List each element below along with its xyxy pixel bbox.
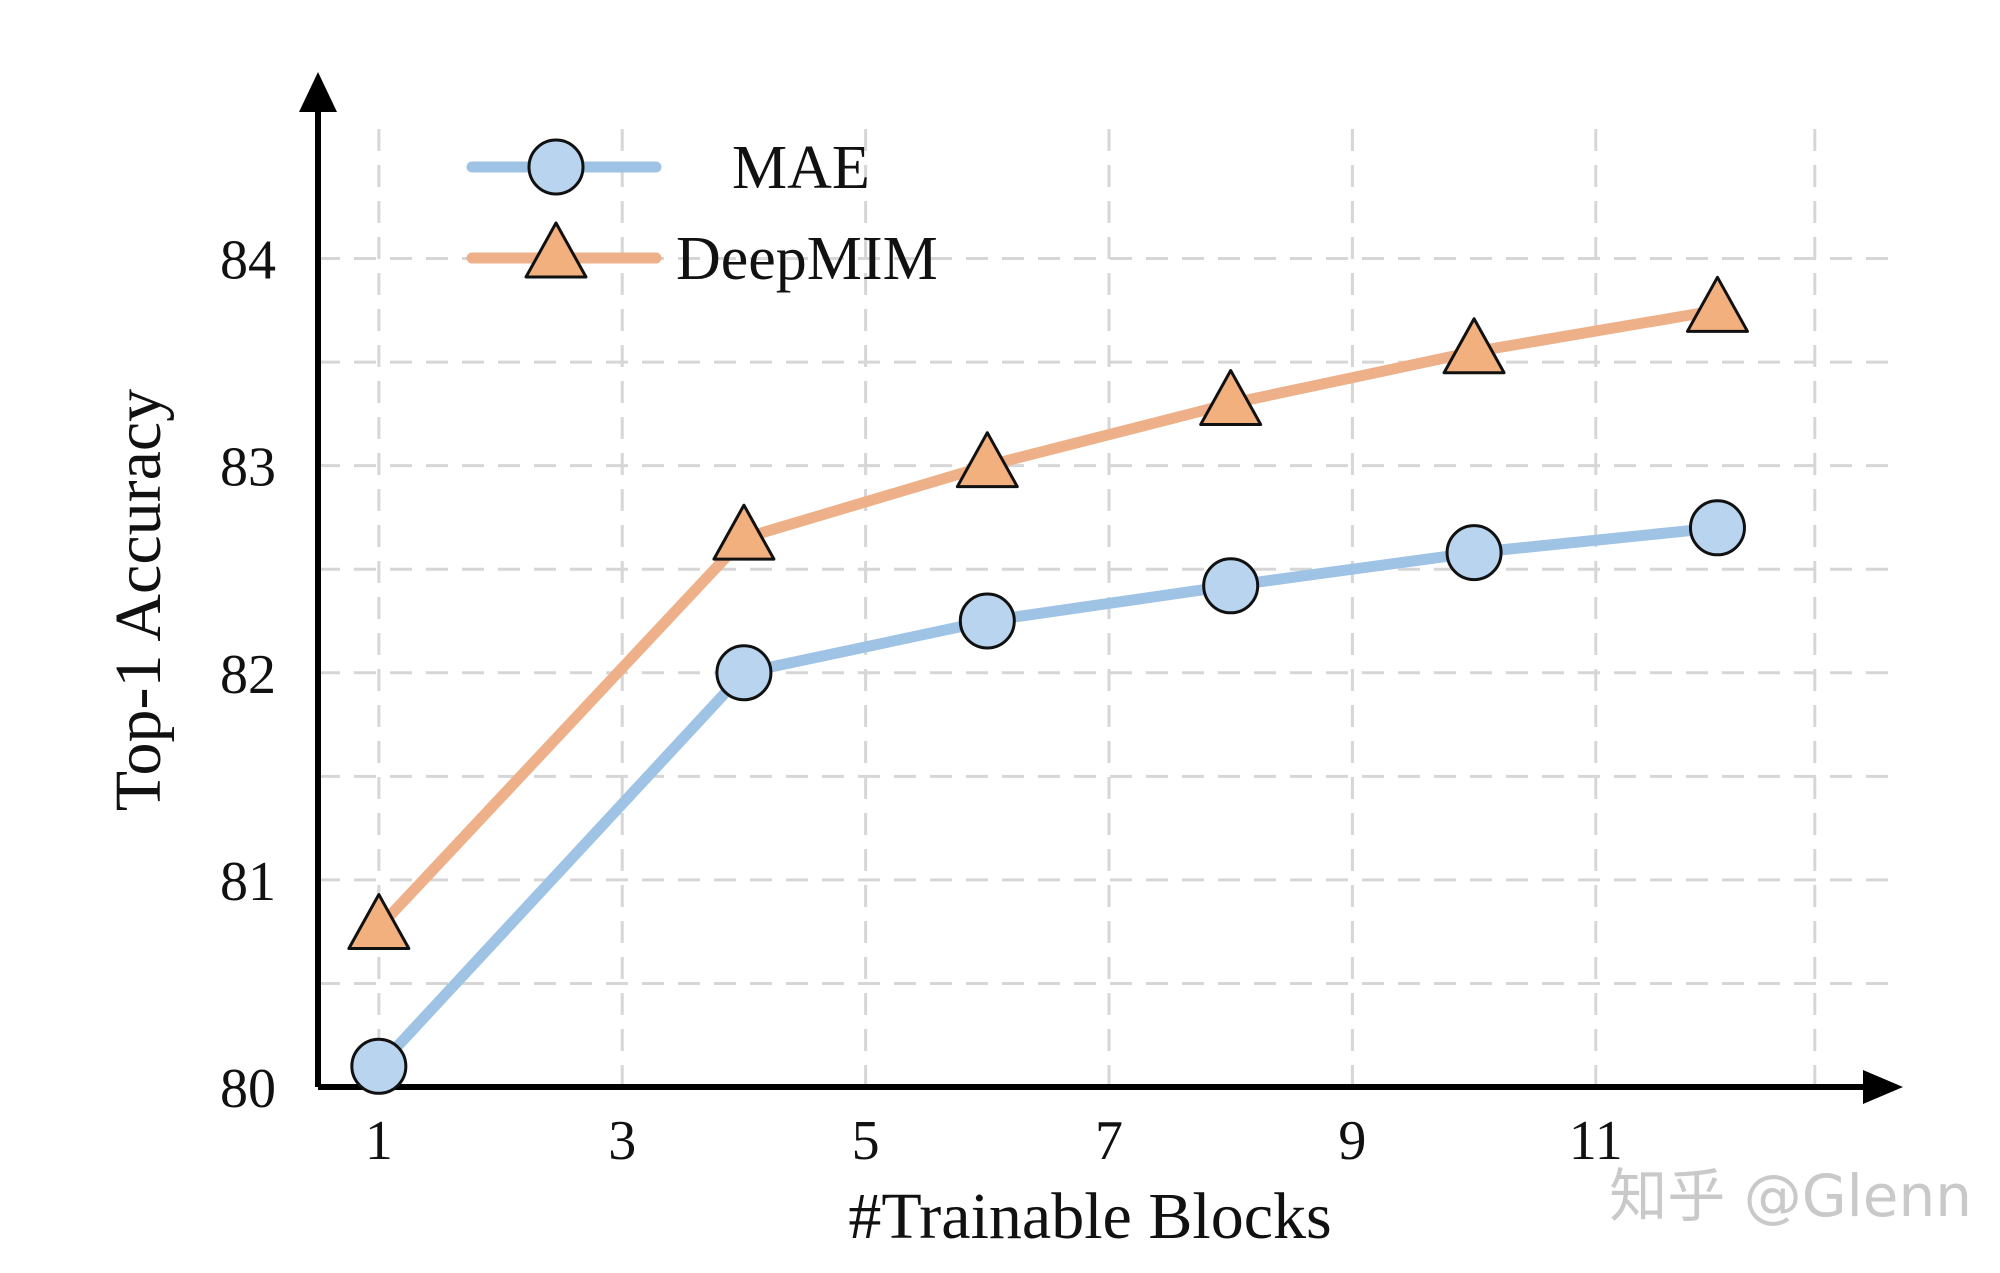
x-tick-label: 1 [365, 1110, 393, 1172]
x-tick-label: 11 [1569, 1110, 1623, 1172]
axes [299, 72, 1903, 1104]
x-axis-arrow [1863, 1070, 1903, 1104]
legend-marker-deepmim [524, 221, 588, 279]
data-point-mae [715, 644, 773, 702]
series-line-mae [373, 522, 1723, 1072]
legend-label-mae: MAE [732, 134, 870, 202]
data-point-mae [958, 592, 1016, 650]
y-tick-label: 83 [220, 437, 276, 499]
x-tick-label: 3 [608, 1110, 636, 1172]
x-tick-label: 7 [1095, 1110, 1123, 1172]
data-point-deepmim [1442, 317, 1506, 375]
tick-labels: 1 3 5 7 9 11 80 81 82 83 84 [220, 230, 1623, 1172]
series-markers [347, 275, 1749, 1095]
data-point-mae [1202, 557, 1260, 615]
data-point-deepmim [712, 503, 776, 561]
legend: MAE DeepMIM [466, 134, 938, 293]
data-point-deepmim [955, 431, 1019, 489]
y-tick-label: 81 [220, 851, 276, 913]
y-tick-label: 84 [220, 230, 276, 292]
y-tick-label: 80 [220, 1058, 276, 1120]
legend-label-deepmim: DeepMIM [676, 225, 938, 293]
data-point-deepmim [347, 893, 411, 951]
y-axis-title: Top-1 Accuracy [102, 389, 175, 811]
y-axis-arrow [299, 72, 337, 112]
legend-marker-mae [527, 138, 585, 196]
series-lines [373, 304, 1723, 1072]
watermark: 知乎 @Glenn [1609, 1162, 1972, 1230]
data-point-deepmim [1199, 369, 1263, 427]
data-point-deepmim [1685, 275, 1749, 333]
x-tick-label: 5 [852, 1110, 880, 1172]
data-point-mae [350, 1037, 408, 1095]
series-line-deepmim [373, 304, 1723, 934]
data-point-mae [1445, 524, 1503, 582]
y-tick-label: 82 [220, 644, 276, 706]
x-axis-title: #Trainable Blocks [848, 1180, 1331, 1253]
data-point-mae [1688, 499, 1746, 557]
x-tick-label: 9 [1338, 1110, 1366, 1172]
